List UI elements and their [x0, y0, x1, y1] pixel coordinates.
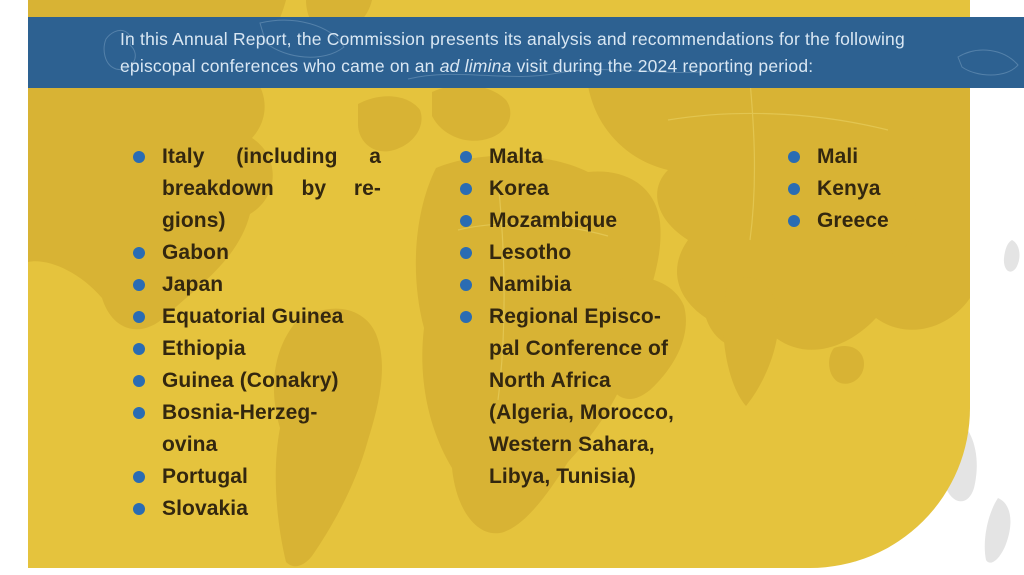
list-item-line: Kenya	[817, 177, 881, 200]
list-item: Ethiopia	[133, 333, 381, 365]
list-item: Kenya	[788, 173, 978, 205]
list-item-line: Korea	[489, 177, 550, 200]
list-item-line: Bosnia-Herzeg-	[162, 401, 318, 424]
list-item-text: Mozambique	[489, 205, 700, 237]
list-item: Greece	[788, 205, 978, 237]
list-item-line: Portugal	[162, 465, 248, 488]
list-item-text: Lesotho	[489, 237, 700, 269]
list-item-line: Lesotho	[489, 241, 572, 264]
list-item-text: Slovakia	[162, 493, 381, 525]
list-item-line: Mozambique	[489, 209, 618, 232]
list-item-line: Western Sahara,	[489, 433, 655, 456]
conference-list-column-1: Italy (including a breakdown by re-gions)…	[133, 141, 381, 525]
list-item: Equatorial Guinea	[133, 301, 381, 333]
list-item-text: Greece	[817, 205, 978, 237]
list-item-line: pal Conference of	[489, 337, 669, 360]
list-item-text: Kenya	[817, 173, 978, 205]
bullet-icon	[133, 151, 145, 163]
content-card	[28, 0, 970, 568]
list-item-line: ovina	[162, 433, 218, 456]
conference-list-column-3: Mali Kenya Greece	[788, 141, 978, 237]
list-item-line: Ethiopia	[162, 337, 246, 360]
list-item-text: Ethiopia	[162, 333, 381, 365]
banner-line-2: episcopal conferences who came on an ad …	[120, 56, 814, 76]
bullet-icon	[133, 279, 145, 291]
list-item-line: Italy (including a	[162, 145, 381, 168]
list-item: Guinea (Conakry)	[133, 365, 381, 397]
bullet-icon	[133, 471, 145, 483]
list-item-text: Portugal	[162, 461, 381, 493]
bullet-icon	[788, 183, 800, 195]
list-item-line: Gabon	[162, 241, 229, 264]
list-item-line: (Algeria, Morocco,	[489, 401, 674, 424]
list-item-text: Equatorial Guinea	[162, 301, 381, 333]
list-item: Mali	[788, 141, 978, 173]
bullet-icon	[460, 311, 472, 323]
list-item-line: Japan	[162, 273, 224, 296]
list-item: Korea	[460, 173, 700, 205]
list-item-text: Namibia	[489, 269, 700, 301]
list-item-text: Bosnia-Herzeg-ovina	[162, 397, 381, 461]
list-item-text: Gabon	[162, 237, 381, 269]
world-map-outline-decoration-icon	[103, 19, 1019, 80]
banner-text: In this Annual Report, the Commission pr…	[120, 26, 905, 80]
list-item-text: Regional Episco-pal Conference of North A…	[489, 301, 700, 493]
conference-list-column-2: Malta Korea Mozambique Lesotho Namibia Region…	[460, 141, 700, 493]
list-item: Portugal	[133, 461, 381, 493]
bullet-icon	[133, 375, 145, 387]
bullet-icon	[133, 407, 145, 419]
list-item-line: Namibia	[489, 273, 572, 296]
bullet-icon	[133, 343, 145, 355]
list-item: Gabon	[133, 237, 381, 269]
list-item-text: Japan	[162, 269, 381, 301]
list-item-line: Equatorial Guinea	[162, 305, 344, 328]
ad-limina-italic: ad limina	[439, 56, 512, 76]
list-item-line: gions)	[162, 209, 226, 232]
bullet-icon	[460, 215, 472, 227]
list-item-line: Regional Episco-	[489, 305, 661, 328]
list-item-text: Korea	[489, 173, 700, 205]
list-item: Malta	[460, 141, 700, 173]
list-item: Lesotho	[460, 237, 700, 269]
intro-banner: In this Annual Report, the Commission pr…	[28, 17, 1024, 88]
list-item: Regional Episco-pal Conference of North A…	[460, 301, 700, 493]
list-item: Slovakia	[133, 493, 381, 525]
list-item-text: Malta	[489, 141, 700, 173]
list-item-text: Guinea (Conakry)	[162, 365, 381, 397]
list-item-line: breakdown by re-	[162, 177, 381, 200]
list-item-text: Italy (including a breakdown by re-gions)	[162, 141, 381, 237]
bullet-icon	[460, 151, 472, 163]
banner-line-1: In this Annual Report, the Commission pr…	[120, 29, 905, 49]
list-item-line: North Africa	[489, 369, 611, 392]
bullet-icon	[460, 183, 472, 195]
bullet-icon	[133, 247, 145, 259]
list-item-line: Malta	[489, 145, 544, 168]
list-item: Italy (including a breakdown by re-gions)	[133, 141, 381, 237]
bullet-icon	[788, 215, 800, 227]
bullet-icon	[133, 311, 145, 323]
bullet-icon	[460, 279, 472, 291]
bullet-icon	[133, 503, 145, 515]
list-item-text: Mali	[817, 141, 978, 173]
list-item-line: Libya, Tunisia)	[489, 465, 636, 488]
list-item-line: Mali	[817, 145, 859, 168]
list-item-line: Guinea (Conakry)	[162, 369, 339, 392]
list-item: Namibia	[460, 269, 700, 301]
list-item: Bosnia-Herzeg-ovina	[133, 397, 381, 461]
list-item: Japan	[133, 269, 381, 301]
list-item-line: Slovakia	[162, 497, 249, 520]
list-item: Mozambique	[460, 205, 700, 237]
list-item-line: Greece	[817, 209, 889, 232]
bullet-icon	[460, 247, 472, 259]
bullet-icon	[788, 151, 800, 163]
